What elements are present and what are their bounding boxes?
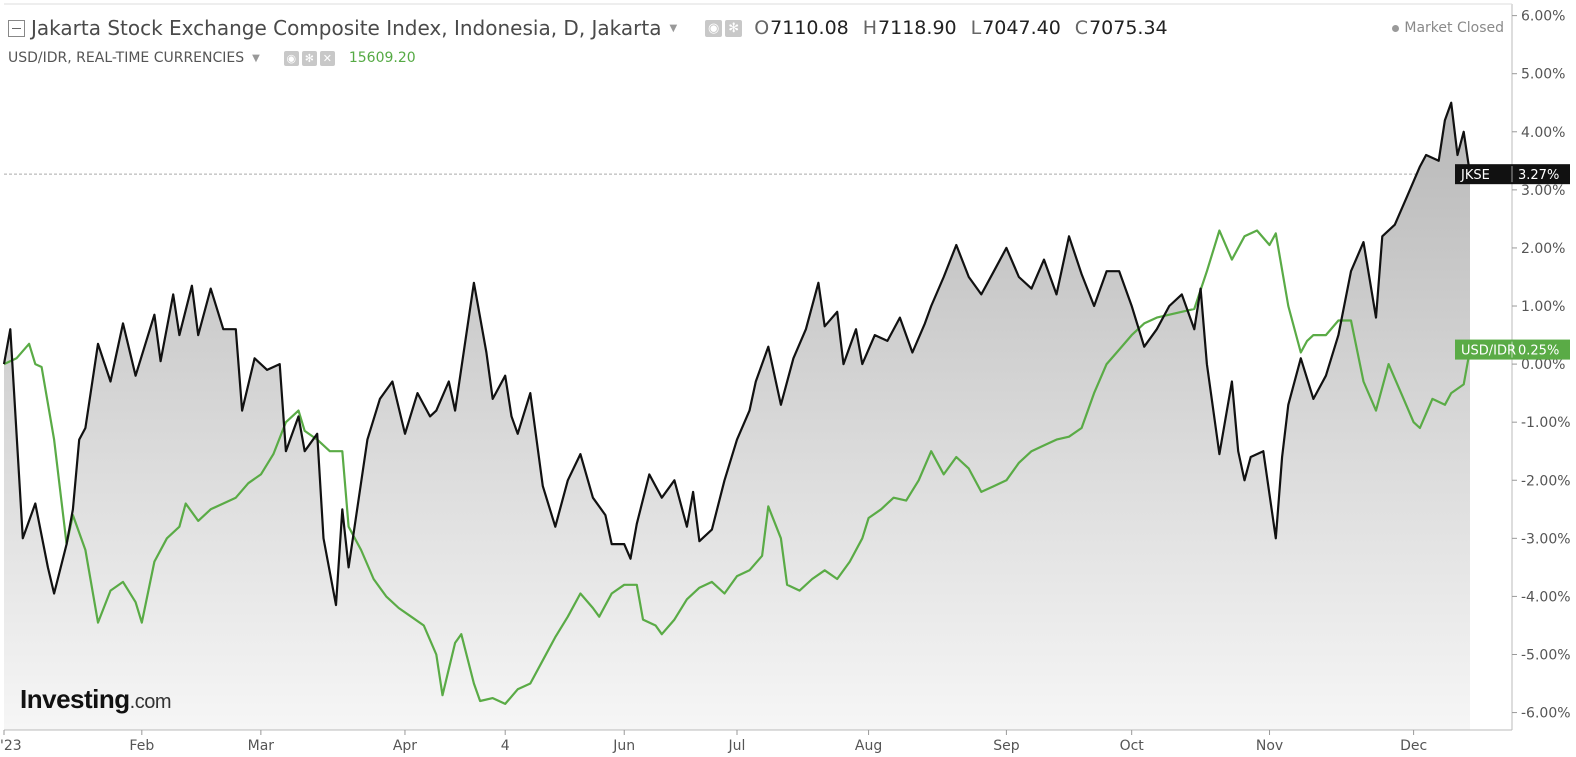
investing-logo: Investing.com <box>20 684 171 715</box>
collapse-icon[interactable] <box>8 19 25 37</box>
y-tick-label: -5.00% <box>1521 647 1571 663</box>
usdidr-tag-name: USD/IDR <box>1461 344 1516 359</box>
compare-instrument-header: USD/IDR, REAL-TIME CURRENCIES ▼ ◉ ✻ ✕ 15… <box>8 50 416 66</box>
compare-instrument-title[interactable]: USD/IDR, REAL-TIME CURRENCIES <box>8 50 245 66</box>
x-tick-label: Jun <box>612 738 635 754</box>
y-tick-label: -4.00% <box>1521 589 1571 605</box>
x-tick-label: Apr <box>393 738 417 754</box>
y-tick-label: 5.00% <box>1521 67 1565 83</box>
jkse-line <box>2 101 1472 607</box>
y-tick-label: 0.00% <box>1521 357 1565 373</box>
ohlc-values: O7110.08 H7118.90 L7047.40 C7075.34 <box>754 17 1167 39</box>
x-tick-label: '23 <box>0 738 22 754</box>
visibility-icon[interactable]: ◉ <box>705 19 723 37</box>
ohlc-high: H7118.90 <box>862 17 957 39</box>
chevron-down-icon[interactable]: ▼ <box>252 52 260 64</box>
ohlc-low: L7047.40 <box>970 17 1061 39</box>
usdidr-tag-value: 0.25% <box>1518 344 1559 359</box>
x-tick-label: Sep <box>993 738 1020 754</box>
y-tick-label: 1.00% <box>1521 299 1565 315</box>
y-tick-label: 3.00% <box>1521 183 1565 199</box>
main-instrument-header: Jakarta Stock Exchange Composite Index, … <box>8 16 1168 40</box>
logo-suffix: .com <box>129 691 172 713</box>
y-tick-label: 2.00% <box>1521 241 1565 257</box>
market-status-text: Market Closed <box>1404 20 1504 36</box>
x-tick-label: Aug <box>855 738 882 754</box>
y-tick-label: -2.00% <box>1521 473 1571 489</box>
y-tick-label: -1.00% <box>1521 415 1571 431</box>
x-tick-label: Nov <box>1256 738 1283 754</box>
ohlc-close: C7075.34 <box>1074 17 1168 39</box>
settings-icon[interactable]: ✻ <box>725 19 743 37</box>
jkse-tag-name: JKSE <box>1460 168 1490 183</box>
y-tick-label: 6.00% <box>1521 9 1565 25</box>
y-tick-label: 4.00% <box>1521 125 1565 141</box>
x-tick-label: Mar <box>248 738 275 754</box>
x-tick-label: Jul <box>728 738 746 754</box>
compare-last-value: 15609.20 <box>348 50 416 66</box>
ohlc-open: O7110.08 <box>754 17 849 39</box>
visibility-icon[interactable]: ◉ <box>283 50 299 66</box>
settings-icon[interactable]: ✻ <box>301 50 317 66</box>
y-tick-label: -3.00% <box>1521 531 1571 547</box>
chevron-down-icon[interactable]: ▼ <box>669 22 678 34</box>
jkse-tag-value: 3.27% <box>1518 168 1559 183</box>
logo-main: Investing <box>20 684 130 714</box>
x-tick-label: Feb <box>129 738 154 754</box>
jkse-area-fill <box>4 102 1470 730</box>
close-icon[interactable]: ✕ <box>319 50 335 66</box>
x-tick-label: Dec <box>1400 738 1427 754</box>
main-instrument-title[interactable]: Jakarta Stock Exchange Composite Index, … <box>31 16 662 40</box>
y-tick-label: -6.00% <box>1521 706 1571 722</box>
x-tick-label: 4 <box>501 738 510 754</box>
status-dot-icon <box>1392 24 1400 32</box>
usdidr-line <box>3 229 1472 705</box>
x-tick-label: Oct <box>1120 738 1145 754</box>
market-status: Market Closed <box>1392 20 1504 36</box>
